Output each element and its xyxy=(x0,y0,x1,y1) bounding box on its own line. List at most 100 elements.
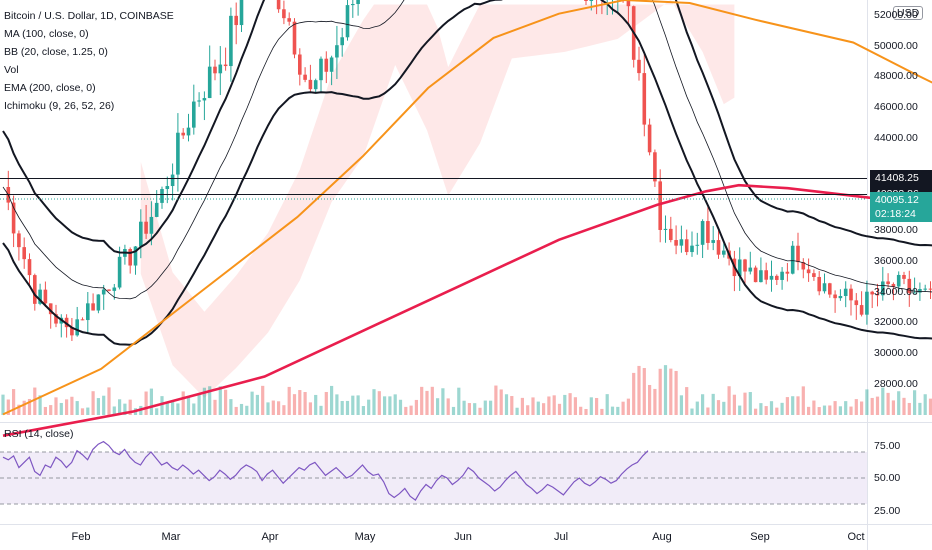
candle-body[interactable] xyxy=(748,267,753,272)
candle-body[interactable] xyxy=(192,101,196,128)
candle-body[interactable] xyxy=(298,54,302,75)
candle-body[interactable] xyxy=(165,186,170,190)
candle-body[interactable] xyxy=(197,100,201,102)
candle-body[interactable] xyxy=(229,15,233,67)
candle-body[interactable] xyxy=(139,221,143,247)
candle-body[interactable] xyxy=(775,275,779,280)
candle-body[interactable] xyxy=(674,240,678,246)
candle-body[interactable] xyxy=(308,79,313,90)
candle-body[interactable] xyxy=(276,0,281,10)
candle-body[interactable] xyxy=(38,289,42,304)
candle-body[interactable] xyxy=(117,256,122,288)
candle-body[interactable] xyxy=(584,0,588,1)
candle-body[interactable] xyxy=(854,300,859,306)
candle-body[interactable] xyxy=(891,284,896,287)
candle-body[interactable] xyxy=(928,288,932,290)
candle-body[interactable] xyxy=(154,202,159,217)
candle-body[interactable] xyxy=(144,221,148,234)
candle-body[interactable] xyxy=(239,0,244,26)
candle-body[interactable] xyxy=(690,245,694,253)
candle-body[interactable] xyxy=(918,289,922,293)
indicator-ma100[interactable]: MA (100, close, 0) xyxy=(4,28,89,40)
candle-body[interactable] xyxy=(706,221,710,243)
candle-body[interactable] xyxy=(896,274,901,287)
candle-body[interactable] xyxy=(282,9,286,19)
candle-body[interactable] xyxy=(170,174,175,187)
candle-body[interactable] xyxy=(881,281,885,296)
candle-body[interactable] xyxy=(806,269,811,274)
candle-body[interactable] xyxy=(838,295,843,299)
candle-body[interactable] xyxy=(340,37,344,46)
candle-body[interactable] xyxy=(923,288,927,290)
candle-body[interactable] xyxy=(303,74,307,80)
candle-body[interactable] xyxy=(112,287,117,291)
candle-body[interactable] xyxy=(80,319,85,321)
candle-body[interactable] xyxy=(769,275,774,280)
candle-body[interactable] xyxy=(859,305,864,315)
candle-body[interactable] xyxy=(753,267,758,283)
candle-body[interactable] xyxy=(319,58,323,81)
candle-body[interactable] xyxy=(149,216,154,234)
candle-body[interactable] xyxy=(22,247,26,260)
candle-body[interactable] xyxy=(176,132,180,175)
candle-body[interactable] xyxy=(181,132,185,136)
candle-body[interactable] xyxy=(48,303,53,315)
candle-body[interactable] xyxy=(647,124,652,153)
candle-body[interactable] xyxy=(679,239,684,246)
candle-body[interactable] xyxy=(695,244,700,246)
candle-body[interactable] xyxy=(843,288,848,296)
candle-body[interactable] xyxy=(33,275,37,304)
candle-body[interactable] xyxy=(870,291,874,295)
candle-body[interactable] xyxy=(86,303,90,321)
candle-body[interactable] xyxy=(287,18,291,22)
candle-body[interactable] xyxy=(133,246,138,266)
candle-body[interactable] xyxy=(101,289,106,295)
indicator-vol[interactable]: Vol xyxy=(4,64,19,76)
candle-body[interactable] xyxy=(91,303,95,311)
candle-body[interactable] xyxy=(790,245,795,274)
candle-body[interactable] xyxy=(75,319,79,336)
candle-body[interactable] xyxy=(160,189,164,203)
candle-body[interactable] xyxy=(589,0,594,1)
candle-body[interactable] xyxy=(865,291,869,315)
candle-body[interactable] xyxy=(329,57,334,72)
candle-body[interactable] xyxy=(796,245,800,263)
candle-body[interactable] xyxy=(642,73,647,125)
candle-body[interactable] xyxy=(54,314,58,324)
candle-body[interactable] xyxy=(218,64,223,74)
indicator-ema200[interactable]: EMA (200, close, 0) xyxy=(4,82,96,94)
currency-badge[interactable]: USD xyxy=(893,6,924,20)
candle-body[interactable] xyxy=(70,327,74,336)
candle-body[interactable] xyxy=(658,181,662,230)
candle-body[interactable] xyxy=(128,248,132,266)
candle-body[interactable] xyxy=(626,0,631,7)
candle-body[interactable] xyxy=(817,276,821,292)
indicator-rsi[interactable]: RSI (14, close) xyxy=(4,428,74,440)
candle-body[interactable] xyxy=(213,66,217,74)
candle-body[interactable] xyxy=(907,278,912,293)
candle-body[interactable] xyxy=(669,228,673,241)
indicator-ichimoku[interactable]: Ichimoku (9, 26, 52, 26) xyxy=(4,100,115,112)
candle-body[interactable] xyxy=(722,250,726,255)
candle-body[interactable] xyxy=(324,58,329,72)
candle-body[interactable] xyxy=(637,59,641,74)
candle-body[interactable] xyxy=(801,262,806,270)
candle-body[interactable] xyxy=(912,292,917,294)
candle-body[interactable] xyxy=(743,259,747,272)
candle-body[interactable] xyxy=(335,45,339,58)
candle-body[interactable] xyxy=(351,4,355,6)
candle-body[interactable] xyxy=(780,271,784,280)
candle-body[interactable] xyxy=(96,294,101,311)
candle-body[interactable] xyxy=(812,273,816,277)
candle-body[interactable] xyxy=(700,221,705,245)
candle-body[interactable] xyxy=(902,274,906,279)
candle-body[interactable] xyxy=(345,5,350,38)
candle-body[interactable] xyxy=(759,270,763,283)
candle-body[interactable] xyxy=(207,66,212,99)
candle-body[interactable] xyxy=(234,15,238,26)
indicator-bb[interactable]: BB (20, close, 1.25, 0) xyxy=(4,46,108,58)
candle-body[interactable] xyxy=(716,240,721,255)
candle-body[interactable] xyxy=(875,294,880,296)
candle-body[interactable] xyxy=(822,283,827,292)
